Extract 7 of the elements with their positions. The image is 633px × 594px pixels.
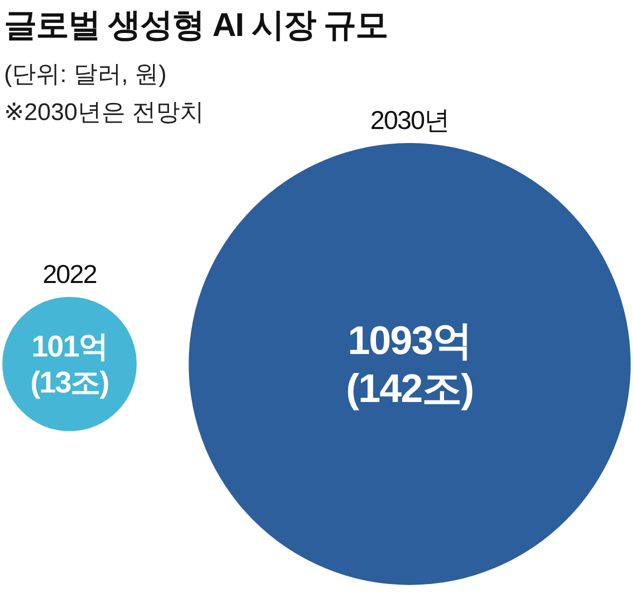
category-label: 2030년 — [370, 105, 450, 135]
data-label: 101억 (13조) — [30, 330, 109, 400]
text: (단위: 달러, 원) — [4, 61, 167, 88]
data-label: 1093억 (142조) — [346, 319, 474, 411]
category-label: 2022 — [42, 258, 97, 289]
text: 글로벌 생성형 AI 시장 규모 — [4, 6, 388, 43]
text: ※2030년은 전망치 — [4, 99, 204, 126]
